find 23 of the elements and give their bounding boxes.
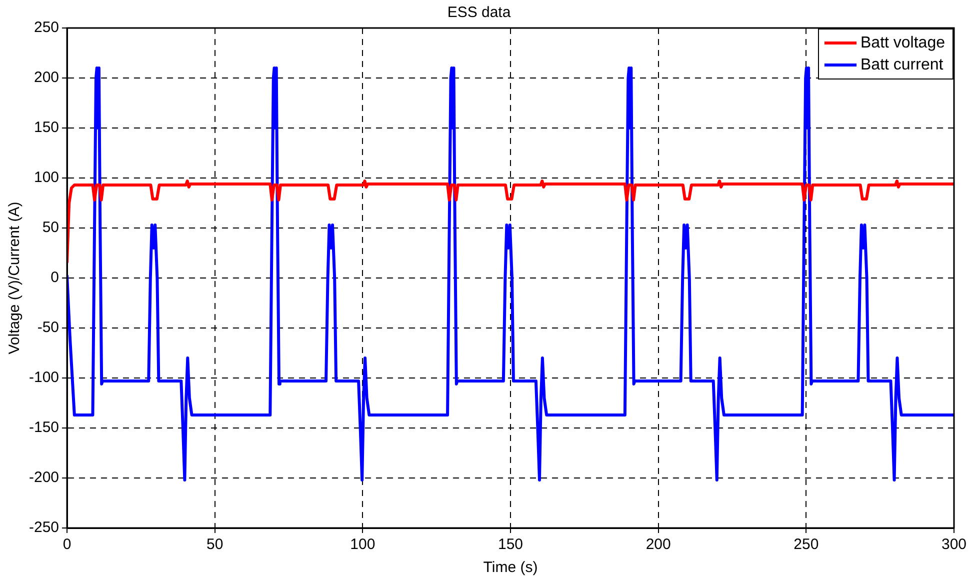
x-tick-label: 0: [62, 536, 72, 554]
x-tick-label: 200: [646, 536, 671, 554]
x-tick-label: 250: [794, 536, 819, 554]
x-axis-title: Time (s): [483, 559, 538, 576]
y-tick-label: 0: [50, 269, 60, 286]
y-axis-title: Voltage (V)/Current (A): [6, 202, 24, 354]
chart-title: ESS data: [447, 4, 512, 22]
x-tick-label: 150: [498, 536, 524, 554]
legend-label: Batt current: [860, 56, 944, 74]
y-tick-label: -200: [28, 469, 60, 486]
x-tick-label: 100: [350, 536, 376, 554]
y-tick-label: 150: [34, 119, 60, 136]
y-tick-label: 100: [34, 169, 60, 186]
y-tick-label: 50: [42, 219, 60, 236]
y-tick-label: 200: [34, 69, 60, 86]
x-tick-label: 300: [941, 536, 967, 554]
legend-label: Batt voltage: [860, 34, 946, 52]
y-tick-label: -50: [37, 319, 60, 336]
y-tick-label: -250: [28, 519, 60, 536]
y-tick-label: -100: [28, 369, 60, 386]
y-tick-label: 250: [34, 19, 60, 36]
x-tick-label: 50: [206, 536, 224, 554]
y-tick-label: -150: [28, 419, 60, 436]
